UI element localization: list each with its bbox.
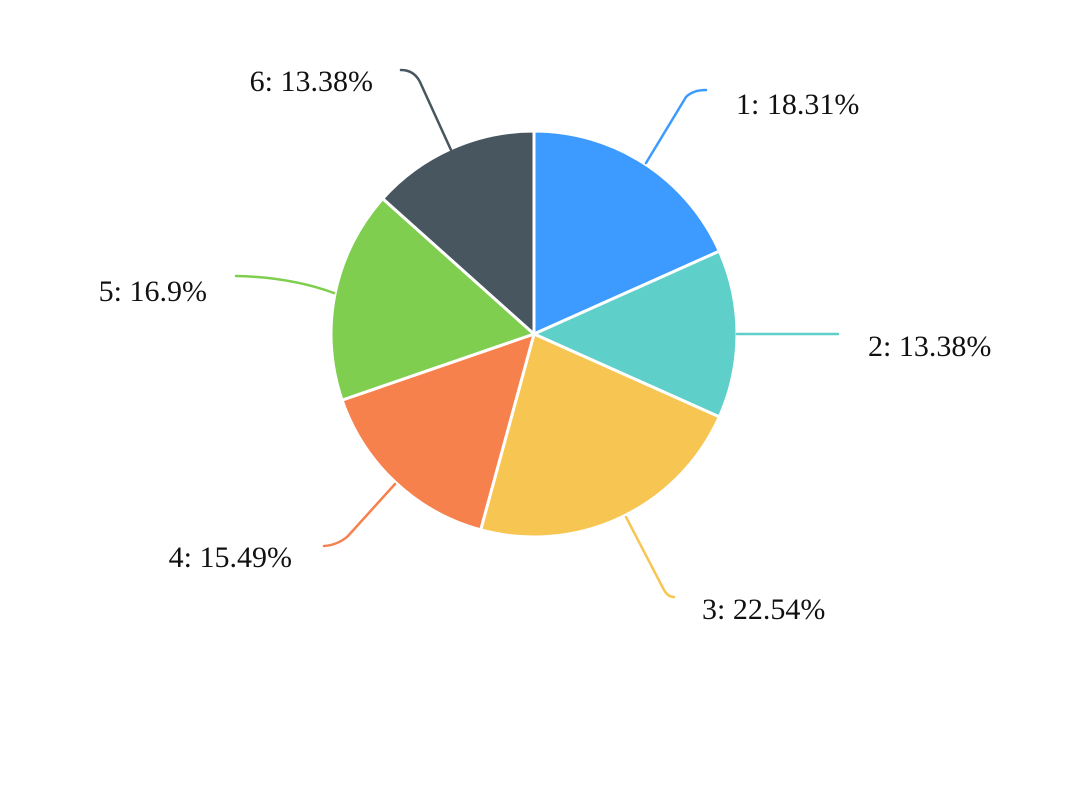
data-label-1: 1: 18.31%	[736, 88, 859, 121]
leader-line-4	[322, 482, 397, 548]
data-label-3: 3: 22.54%	[702, 593, 825, 626]
leader-line-3	[624, 515, 676, 599]
leader-lines-layer	[234, 68, 840, 599]
pie-slice-3	[479, 332, 721, 539]
data-label-2: 2: 13.38%	[868, 330, 991, 363]
pie-slice-5	[329, 197, 536, 402]
leader-line-6	[399, 68, 453, 152]
data-label-5: 5: 16.9%	[99, 275, 207, 308]
data-label-4: 4: 15.49%	[169, 541, 292, 574]
slices-layer	[329, 129, 739, 539]
leader-line-1	[644, 88, 708, 165]
data-label-6: 6: 13.38%	[250, 65, 373, 98]
data-labels-layer: 1: 18.31% 2: 13.38% 3: 22.54% 4: 15.49% 5: 1…	[99, 65, 992, 626]
pie-slice-1	[532, 129, 721, 336]
pie-slice-4	[340, 332, 536, 532]
leader-line-5	[234, 274, 336, 295]
